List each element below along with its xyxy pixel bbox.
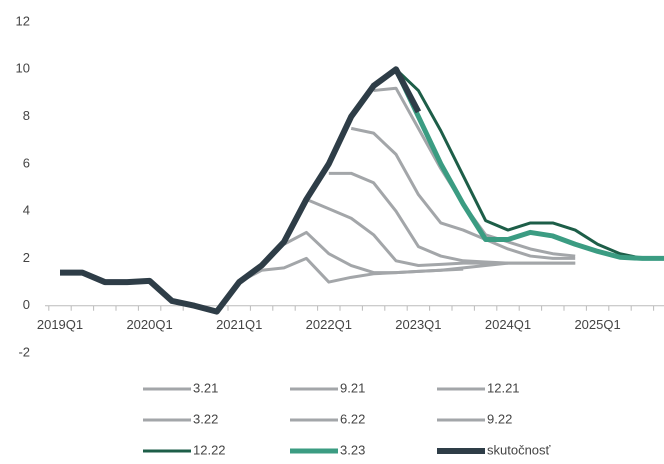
legend-label: 12.21 [487, 380, 520, 395]
y-tick-label: 8 [23, 108, 30, 123]
series-line [60, 66, 422, 315]
x-tick-label: 2022Q1 [306, 317, 352, 332]
series-line [350, 126, 576, 260]
x-tick-label: 2025Q1 [574, 317, 620, 332]
y-tick-label: 12 [16, 13, 30, 28]
series-line [394, 68, 664, 260]
legend-label: 3.23 [340, 442, 365, 457]
y-tick-label: 10 [16, 61, 30, 76]
y-tick-label: -2 [18, 344, 30, 359]
y-tick-label: 4 [23, 203, 30, 218]
legend-label: 9.22 [487, 411, 512, 426]
x-tick-label: 2020Q1 [126, 317, 172, 332]
x-tick-label: 2023Q1 [395, 317, 441, 332]
legend-label: 12.22 [193, 442, 226, 457]
series-line [283, 230, 509, 275]
x-tick-label: 2024Q1 [485, 317, 531, 332]
y-tick-label: 6 [23, 155, 30, 170]
legend-label: 3.22 [193, 411, 218, 426]
series-line [328, 171, 576, 265]
legend-label: 3.21 [193, 380, 218, 395]
series-line [393, 68, 664, 261]
x-tick-label: 2021Q1 [216, 317, 262, 332]
y-tick-label: 0 [23, 297, 30, 312]
x-tick-label: 2019Q1 [37, 317, 83, 332]
legend-label: 9.21 [340, 380, 365, 395]
series-line [373, 86, 576, 258]
y-tick-label: 2 [23, 250, 30, 265]
legend-label: skutočnosť [487, 442, 551, 457]
legend-label: 6.22 [340, 411, 365, 426]
